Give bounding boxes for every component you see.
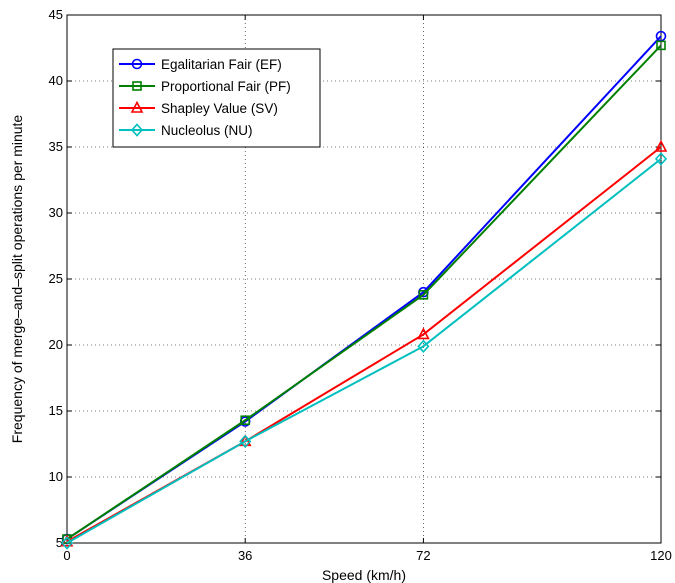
legend-item: Egalitarian Fair (EF) (119, 57, 282, 72)
data-point (417, 339, 430, 354)
legend-item: Shapley Value (SV) (119, 100, 278, 116)
x-tick-label: 72 (416, 548, 430, 563)
series-4 (60, 152, 668, 550)
series-3 (60, 139, 668, 547)
series-2 (62, 40, 666, 544)
legend-label: Shapley Value (SV) (161, 101, 278, 116)
y-tick-label: 5 (56, 535, 63, 550)
data-point (654, 139, 668, 152)
series-layer (60, 30, 668, 550)
series-line (66, 158, 662, 544)
legend-label: Egalitarian Fair (EF) (161, 57, 282, 72)
legend-marker (130, 100, 144, 113)
grid (67, 15, 661, 543)
y-tick-label: 20 (49, 337, 63, 352)
data-point (240, 415, 250, 426)
series-line (66, 146, 662, 543)
legend: Egalitarian Fair (EF) Proportional Fair (… (112, 48, 321, 148)
legend-marker (130, 123, 144, 137)
data-point (656, 40, 666, 51)
y-tick-label: 10 (49, 469, 63, 484)
legend-item: Nucleolus (NU) (119, 123, 253, 138)
axis-ticks: 0 36 72 120 5 10 15 20 25 30 35 40 45 (49, 7, 672, 563)
legend-item: Proportional Fair (PF) (119, 79, 291, 94)
data-point (60, 536, 74, 550)
legend-label: Proportional Fair (PF) (161, 79, 291, 94)
legend-marker (132, 81, 142, 91)
y-tick-label: 25 (49, 271, 63, 286)
legend-marker (131, 58, 143, 70)
x-axis-label: Speed (km/h) (322, 567, 406, 583)
x-tick-label: 120 (650, 548, 672, 563)
legend-label: Nucleolus (NU) (161, 123, 253, 138)
x-tick-label: 36 (238, 548, 252, 563)
y-tick-label: 15 (49, 403, 63, 418)
data-point (418, 290, 429, 300)
y-tick-label: 30 (49, 205, 63, 220)
data-point (239, 434, 252, 449)
y-tick-label: 45 (49, 7, 63, 22)
x-tick-label: 0 (63, 548, 70, 563)
y-tick-label: 40 (49, 73, 63, 88)
y-tick-label: 35 (49, 139, 63, 154)
series-line (66, 44, 662, 540)
data-point (417, 327, 430, 340)
y-axis-label: Frequency of merge–and–split operations … (9, 115, 25, 444)
data-point (654, 152, 668, 166)
